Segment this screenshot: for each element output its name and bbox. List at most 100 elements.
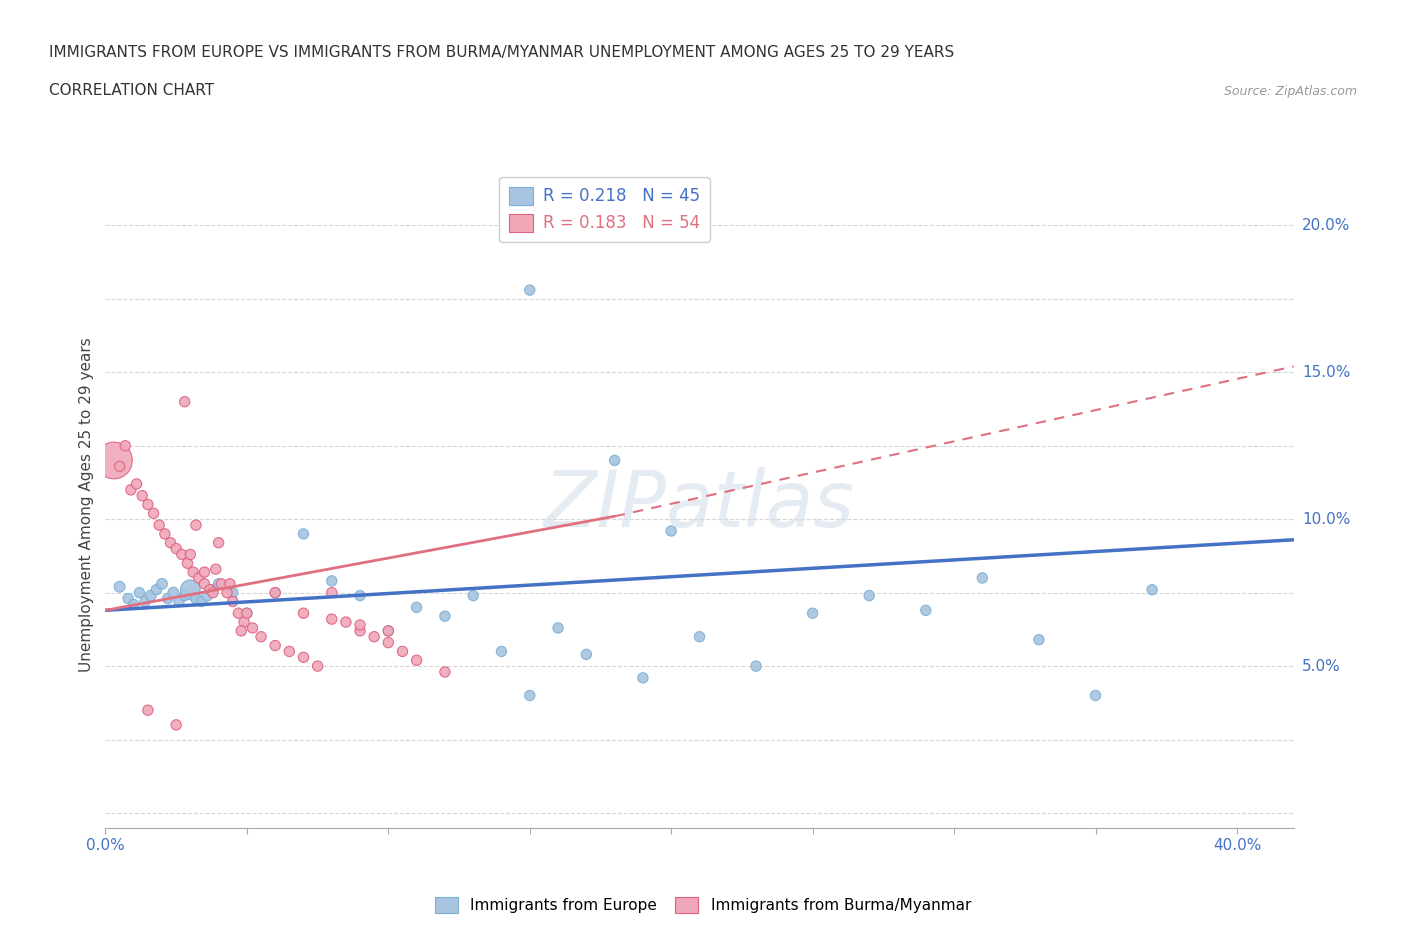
Point bbox=[335, 615, 357, 630]
Point bbox=[349, 618, 371, 632]
Point bbox=[233, 615, 256, 630]
Point bbox=[145, 582, 167, 597]
Point bbox=[134, 594, 156, 609]
Point bbox=[222, 594, 245, 609]
Point bbox=[236, 605, 259, 620]
Point bbox=[433, 665, 456, 680]
Point bbox=[120, 483, 142, 498]
Point bbox=[363, 630, 385, 644]
Text: Source: ZipAtlas.com: Source: ZipAtlas.com bbox=[1223, 85, 1357, 98]
Point bbox=[103, 453, 125, 468]
Point bbox=[349, 588, 371, 603]
Point bbox=[801, 605, 824, 620]
Point bbox=[201, 585, 224, 600]
Point bbox=[377, 623, 399, 638]
Point bbox=[173, 588, 195, 603]
Point bbox=[519, 283, 541, 298]
Point bbox=[631, 671, 654, 685]
Point bbox=[858, 588, 880, 603]
Point bbox=[321, 574, 343, 589]
Point bbox=[128, 585, 150, 600]
Point bbox=[547, 620, 569, 635]
Point bbox=[264, 585, 287, 600]
Point bbox=[307, 658, 329, 673]
Point bbox=[292, 605, 315, 620]
Point bbox=[278, 644, 301, 658]
Point bbox=[150, 577, 173, 591]
Point bbox=[198, 582, 221, 597]
Point bbox=[321, 612, 343, 627]
Point bbox=[250, 630, 273, 644]
Point bbox=[1028, 632, 1050, 647]
Point bbox=[170, 547, 193, 562]
Point bbox=[179, 547, 201, 562]
Point bbox=[156, 591, 179, 606]
Point bbox=[236, 605, 259, 620]
Point bbox=[349, 623, 371, 638]
Text: ZIPatlas: ZIPatlas bbox=[544, 467, 855, 542]
Point bbox=[165, 717, 187, 732]
Text: IMMIGRANTS FROM EUROPE VS IMMIGRANTS FROM BURMA/MYANMAR UNEMPLOYMENT AMONG AGES : IMMIGRANTS FROM EUROPE VS IMMIGRANTS FRO… bbox=[49, 46, 955, 60]
Point bbox=[117, 591, 139, 606]
Point bbox=[181, 565, 204, 579]
Point bbox=[519, 688, 541, 703]
Point bbox=[165, 541, 187, 556]
Point bbox=[187, 570, 209, 585]
Point bbox=[142, 506, 165, 521]
Point bbox=[136, 703, 159, 718]
Point bbox=[176, 556, 198, 571]
Point bbox=[153, 526, 176, 541]
Point bbox=[463, 588, 485, 603]
Point bbox=[184, 591, 207, 606]
Point bbox=[108, 579, 131, 594]
Point bbox=[433, 609, 456, 624]
Point bbox=[122, 597, 145, 612]
Point bbox=[292, 650, 315, 665]
Point bbox=[745, 658, 768, 673]
Point bbox=[264, 638, 287, 653]
Point bbox=[193, 565, 215, 579]
Point bbox=[108, 458, 131, 473]
Point bbox=[1084, 688, 1107, 703]
Point bbox=[184, 518, 207, 533]
Text: 15.0%: 15.0% bbox=[1302, 365, 1350, 379]
Y-axis label: Unemployment Among Ages 25 to 29 years: Unemployment Among Ages 25 to 29 years bbox=[79, 338, 94, 671]
Point bbox=[603, 453, 626, 468]
Point bbox=[219, 577, 242, 591]
Point bbox=[1140, 582, 1163, 597]
Point bbox=[167, 594, 190, 609]
Point bbox=[222, 585, 245, 600]
Point bbox=[377, 623, 399, 638]
Point bbox=[131, 488, 153, 503]
Point bbox=[491, 644, 513, 658]
Point bbox=[972, 570, 994, 585]
Point bbox=[195, 588, 218, 603]
Point bbox=[217, 585, 239, 600]
Point bbox=[125, 476, 148, 491]
Point bbox=[162, 585, 184, 600]
Point bbox=[207, 536, 229, 551]
Text: 5.0%: 5.0% bbox=[1302, 658, 1340, 673]
Point bbox=[139, 588, 162, 603]
Point bbox=[292, 526, 315, 541]
Point bbox=[136, 498, 159, 512]
Point bbox=[242, 620, 264, 635]
Legend: Immigrants from Europe, Immigrants from Burma/Myanmar: Immigrants from Europe, Immigrants from … bbox=[430, 893, 976, 918]
Legend: R = 0.218   N = 45, R = 0.183   N = 54: R = 0.218 N = 45, R = 0.183 N = 54 bbox=[499, 177, 710, 243]
Point bbox=[179, 582, 201, 597]
Point bbox=[114, 438, 136, 453]
Point bbox=[204, 562, 226, 577]
Point bbox=[148, 518, 170, 533]
Point bbox=[190, 594, 212, 609]
Point bbox=[377, 635, 399, 650]
Point bbox=[231, 623, 253, 638]
Point bbox=[689, 630, 711, 644]
Point bbox=[201, 582, 224, 597]
Point bbox=[321, 585, 343, 600]
Point bbox=[209, 577, 232, 591]
Point bbox=[173, 394, 195, 409]
Point bbox=[207, 577, 229, 591]
Text: 20.0%: 20.0% bbox=[1302, 218, 1350, 232]
Point bbox=[914, 603, 936, 618]
Point bbox=[405, 600, 427, 615]
